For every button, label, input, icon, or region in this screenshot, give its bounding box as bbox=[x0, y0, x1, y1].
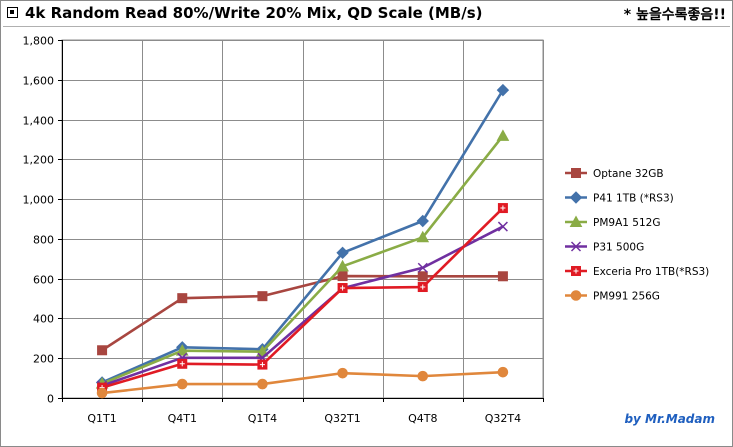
chart-area: 0 200 400 600 800 1,000 1,200 1,400 1,600 1,800 Q1… bbox=[3, 26, 730, 445]
data-point bbox=[337, 283, 348, 294]
y-tick-label: 400 bbox=[33, 313, 54, 326]
data-point bbox=[336, 259, 349, 272]
legend-marker bbox=[571, 266, 581, 276]
data-point bbox=[97, 345, 108, 356]
legend-label: PM991 256G bbox=[593, 291, 660, 303]
x-tick-label: Q4T8 bbox=[408, 412, 437, 425]
series-line bbox=[101, 370, 503, 395]
series-line bbox=[101, 274, 503, 352]
chart-title: 4k Random Read 80%/Write 20% Mix, QD Sca… bbox=[25, 4, 483, 22]
data-point bbox=[496, 129, 510, 141]
legend-marker bbox=[571, 168, 581, 178]
data-point bbox=[257, 291, 268, 302]
legend-label: P41 1TB (*RS3) bbox=[593, 193, 674, 205]
data-point bbox=[417, 271, 428, 282]
data-point bbox=[177, 293, 188, 304]
data-point bbox=[336, 246, 349, 260]
x-tick-label: Q1T4 bbox=[248, 412, 277, 425]
legend-label: Optane 32GB bbox=[593, 168, 664, 180]
data-point bbox=[417, 370, 429, 382]
legend-label: Exceria Pro 1TB(*RS3) bbox=[593, 266, 709, 278]
chart-note: * 높을수록좋음!! bbox=[623, 7, 726, 23]
data-point bbox=[496, 83, 510, 97]
checkbox-square-icon bbox=[7, 7, 18, 18]
data-point bbox=[337, 271, 348, 282]
legend-label: P31 500G bbox=[593, 242, 644, 254]
x-tick-label: Q4T1 bbox=[168, 412, 197, 425]
legend-label: PM9A1 512G bbox=[593, 217, 660, 229]
y-tick-label: 1,200 bbox=[23, 154, 55, 167]
data-point bbox=[497, 221, 508, 232]
data-point bbox=[337, 367, 348, 379]
y-tick-label: 200 bbox=[33, 353, 54, 366]
data-point bbox=[497, 271, 508, 282]
credit-text: by Mr.Madam bbox=[624, 412, 715, 426]
y-tick-label: 0 bbox=[47, 393, 54, 406]
line-chart: 0 200 400 600 800 1,000 1,200 1,400 1,600 1,800 Q1… bbox=[23, 35, 716, 427]
data-point bbox=[417, 282, 428, 293]
legend-marker bbox=[570, 241, 582, 252]
series-line bbox=[101, 225, 504, 387]
data-point bbox=[417, 262, 428, 273]
x-tick-label: Q32T1 bbox=[324, 412, 360, 425]
data-point bbox=[497, 203, 508, 214]
legend-marker bbox=[569, 215, 583, 227]
series-line bbox=[101, 135, 504, 385]
y-tick-label: 1,400 bbox=[23, 115, 55, 128]
plot-area bbox=[61, 39, 544, 399]
series-line bbox=[101, 89, 505, 384]
data-point bbox=[175, 344, 189, 356]
data-point bbox=[497, 366, 509, 378]
data-point bbox=[416, 230, 430, 243]
x-tick-label: Q32T4 bbox=[485, 412, 521, 425]
data-point bbox=[257, 359, 268, 370]
x-tick-label: Q1T1 bbox=[87, 412, 116, 425]
series-line bbox=[101, 207, 504, 389]
data-point bbox=[177, 358, 188, 369]
y-tick-label: 600 bbox=[33, 274, 54, 287]
data-point bbox=[176, 378, 188, 390]
y-tick-label: 1,000 bbox=[23, 194, 55, 207]
y-tick-label: 800 bbox=[33, 234, 54, 247]
legend-marker bbox=[569, 191, 583, 204]
y-tick-label: 1,800 bbox=[23, 35, 55, 48]
y-tick-label: 1,600 bbox=[23, 75, 55, 88]
data-point bbox=[96, 387, 108, 399]
legend-marker bbox=[570, 290, 582, 301]
data-point bbox=[257, 378, 268, 390]
data-point bbox=[416, 214, 429, 228]
title-bar: 4k Random Read 80%/Write 20% Mix, QD Sca… bbox=[3, 3, 730, 25]
